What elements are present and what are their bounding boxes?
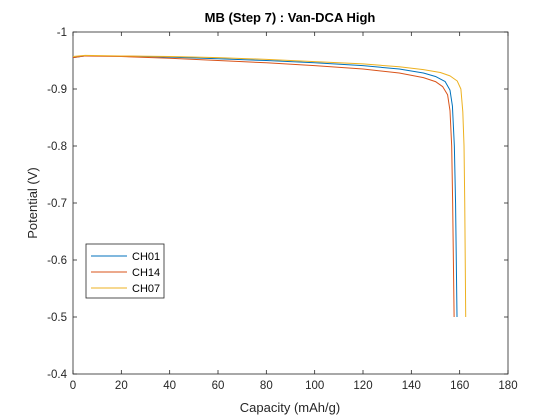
y-tick-label: -1 (57, 27, 67, 39)
series-layer (72, 54, 467, 318)
x-tick-label: 160 (450, 380, 469, 392)
legend-label-ch07: CH07 (132, 283, 160, 295)
legend-box (85, 243, 165, 299)
chart-title: MB (Step 7) : Van-DCA High (205, 10, 376, 25)
y-tick-label: -0.8 (47, 141, 67, 153)
x-tick-label: 80 (260, 380, 273, 392)
y-tick-label: -0.7 (47, 198, 67, 210)
series-line-ch07 (72, 54, 467, 318)
x-tick-label: 180 (498, 380, 517, 392)
x-tick-label: 0 (70, 380, 76, 392)
y-tick-label: -0.4 (47, 369, 67, 381)
y-tick-label: -0.9 (47, 84, 67, 96)
y-tick-label: -0.6 (47, 255, 67, 267)
x-axis-label: Capacity (mAh/g) (240, 400, 340, 415)
legend-label-ch01: CH01 (132, 251, 160, 263)
legend-label-ch14: CH14 (132, 267, 160, 279)
y-axis-label: Potential (V) (25, 167, 40, 239)
x-tick-label: 140 (402, 380, 421, 392)
x-tick-label: 100 (305, 380, 324, 392)
series-line-ch14 (72, 55, 455, 318)
x-tick-label: 60 (212, 380, 225, 392)
legend: CH01 CH14 CH07 (85, 243, 165, 299)
x-tick-label: 20 (115, 380, 128, 392)
x-tick-label: 120 (353, 380, 372, 392)
ticks-layer: 0 20 40 60 80 100 120 140 160 180 -1 -0.9 -0.8 -0.7 -0… (47, 27, 517, 392)
x-tick-label: 40 (163, 380, 176, 392)
y-tick-label: -0.5 (47, 312, 67, 324)
plot-area (72, 31, 509, 375)
